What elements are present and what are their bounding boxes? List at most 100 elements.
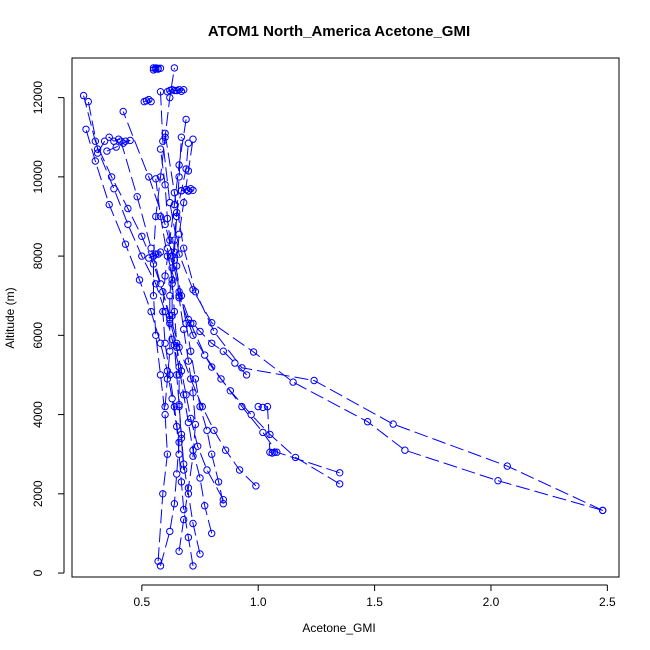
x-axis-label: Acetone_GMI xyxy=(302,621,375,635)
data-point xyxy=(182,165,190,173)
data-point xyxy=(159,490,167,498)
data-point xyxy=(191,420,200,429)
data-point xyxy=(152,212,160,221)
data-point xyxy=(126,136,134,145)
data-point xyxy=(191,288,200,296)
series-line xyxy=(160,149,340,474)
data-point xyxy=(238,402,246,411)
x-tick-label: 1.5 xyxy=(366,595,383,609)
data-point xyxy=(163,375,172,383)
data-point xyxy=(156,339,165,347)
data-point xyxy=(168,311,176,320)
data-point xyxy=(170,64,179,72)
data-point xyxy=(161,339,169,347)
series-line xyxy=(176,139,196,552)
data-point xyxy=(138,252,146,260)
data-point xyxy=(187,185,195,193)
series xyxy=(82,125,197,570)
data-point xyxy=(163,450,172,458)
series-line xyxy=(153,67,175,562)
y-tick-label: 8000 xyxy=(31,242,45,269)
data-point xyxy=(180,325,188,334)
data-point xyxy=(259,403,267,412)
series xyxy=(119,107,228,508)
data-point xyxy=(189,562,197,570)
data-point xyxy=(170,402,179,411)
series xyxy=(156,88,607,515)
data-point xyxy=(177,292,186,300)
x-tick-label: 1.0 xyxy=(250,595,267,609)
data-point xyxy=(208,339,216,347)
data-point xyxy=(187,319,195,328)
data-point xyxy=(242,371,251,379)
data-point xyxy=(194,442,202,450)
data-point xyxy=(173,262,181,270)
data-point xyxy=(152,280,160,288)
x-tick-label: 2.5 xyxy=(599,595,616,609)
data-point xyxy=(184,418,193,427)
data-point xyxy=(168,276,176,284)
data-point xyxy=(219,496,228,504)
data-point xyxy=(494,477,502,485)
data-point xyxy=(247,410,255,419)
data-point xyxy=(161,272,169,280)
data-point xyxy=(161,133,169,141)
data-point xyxy=(201,502,209,510)
data-point xyxy=(196,327,204,336)
x-tick-label: 2.0 xyxy=(483,595,500,609)
series xyxy=(163,244,188,474)
data-point xyxy=(173,208,181,217)
data-point xyxy=(161,402,169,411)
series xyxy=(254,402,279,457)
data-point xyxy=(289,378,297,386)
data-point xyxy=(152,331,160,339)
data-point xyxy=(114,135,123,143)
data-point xyxy=(152,175,160,183)
data-point xyxy=(168,264,176,272)
series xyxy=(156,145,344,477)
data-point xyxy=(184,187,193,195)
data-point xyxy=(175,294,183,302)
data-point xyxy=(180,515,188,524)
data-point xyxy=(173,371,181,379)
data-point xyxy=(336,480,344,488)
chart-title: ATOM1 North_America Acetone_GMI xyxy=(208,23,470,40)
data-point xyxy=(189,135,197,143)
data-point xyxy=(219,500,228,508)
x-axis: 0.5 1.0 1.5 2.0 2.5 xyxy=(133,584,616,609)
data-point xyxy=(173,86,181,95)
data-point xyxy=(219,347,228,355)
data-point xyxy=(175,250,183,258)
data-point xyxy=(226,387,235,395)
data-point xyxy=(189,286,197,294)
data-point xyxy=(103,147,111,155)
data-point xyxy=(175,161,183,169)
data-point xyxy=(166,319,174,328)
data-point xyxy=(189,519,197,528)
data-point xyxy=(166,527,174,536)
series xyxy=(184,315,251,379)
data-point xyxy=(189,389,197,397)
data-point xyxy=(389,420,397,428)
data-point xyxy=(252,482,260,490)
data-point xyxy=(84,97,93,106)
data-point xyxy=(198,402,207,411)
data-point xyxy=(184,484,193,492)
series xyxy=(177,185,197,195)
data-point xyxy=(235,466,244,474)
data-point xyxy=(105,200,113,209)
plot-data xyxy=(79,64,607,570)
y-tick-label: 6000 xyxy=(31,322,45,349)
data-point xyxy=(180,391,188,399)
series-line xyxy=(167,89,184,93)
series-line xyxy=(83,95,224,500)
data-point xyxy=(170,307,179,316)
data-point xyxy=(173,339,181,347)
data-point xyxy=(210,327,218,336)
data-point xyxy=(149,252,158,260)
data-point xyxy=(180,86,188,94)
y-tick-label: 0 xyxy=(31,569,45,576)
data-point xyxy=(107,173,116,181)
data-point xyxy=(105,133,113,141)
series xyxy=(163,86,188,96)
